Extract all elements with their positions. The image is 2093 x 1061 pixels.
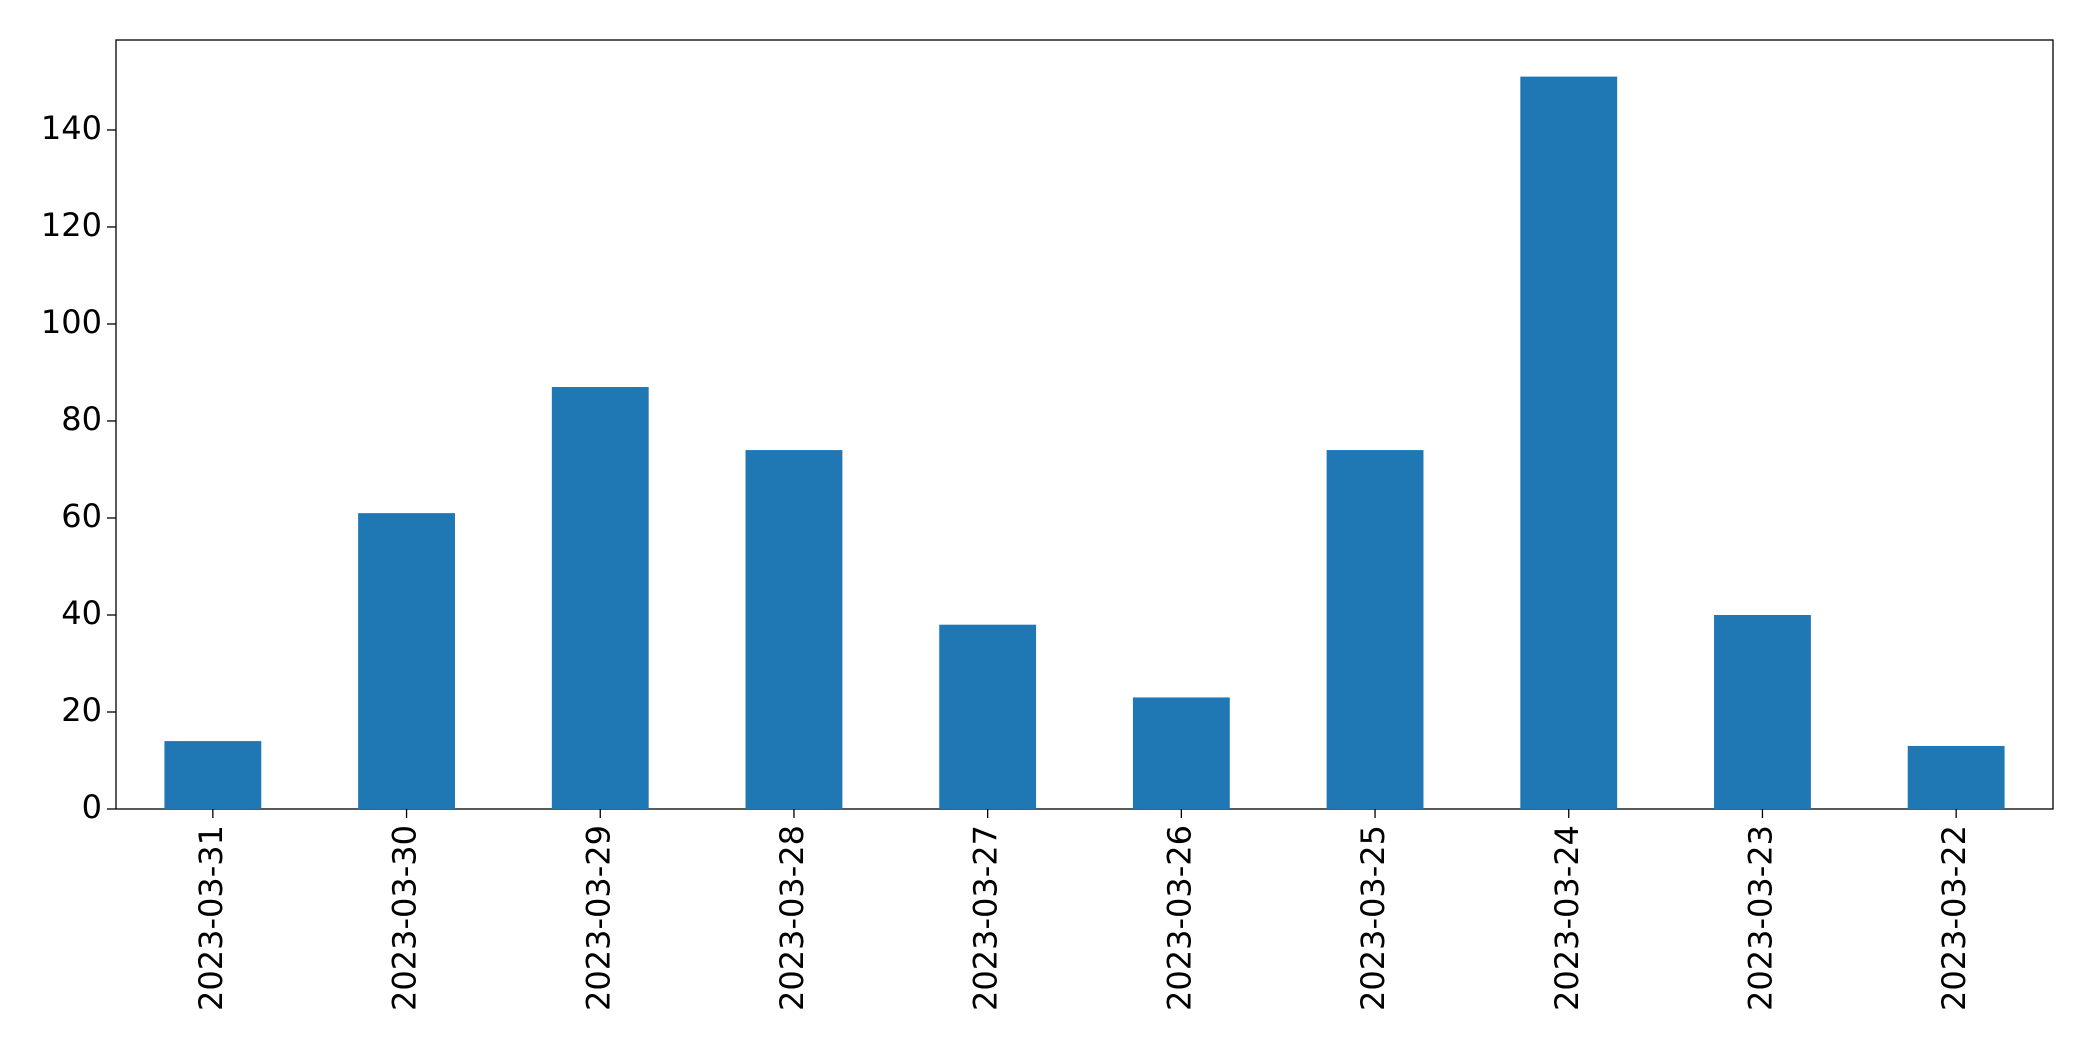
x-tick-label: 2023-03-22 [1935, 825, 1973, 1011]
bar [1907, 745, 2005, 809]
y-tick-label: 0 [82, 788, 102, 826]
bar [1520, 76, 1618, 810]
x-tick-label: 2023-03-24 [1548, 825, 1586, 1011]
y-tick-label: 100 [41, 303, 102, 341]
plot-frame [115, 39, 2054, 810]
x-tick-label: 2023-03-23 [1741, 825, 1779, 1011]
bar [1714, 614, 1811, 809]
bar [745, 450, 843, 809]
x-tick-label: 2023-03-26 [1160, 825, 1198, 1011]
x-tick-label: 2023-03-27 [967, 825, 1005, 1011]
x-tick-label: 2023-03-25 [1354, 825, 1392, 1011]
y-tick-label: 120 [41, 206, 102, 244]
bar [358, 513, 455, 809]
bar [1132, 697, 1230, 809]
y-tick-label: 40 [61, 594, 102, 632]
bar [939, 624, 1037, 809]
x-tick-label: 2023-03-30 [386, 825, 424, 1011]
y-tick-label: 140 [41, 109, 102, 147]
y-tick-label: 20 [61, 691, 102, 729]
x-tick-label: 2023-03-29 [579, 825, 617, 1011]
y-tick-label: 80 [61, 400, 102, 438]
bar [551, 387, 649, 809]
x-tick-label: 2023-03-28 [773, 825, 811, 1011]
y-tick-label: 60 [61, 497, 102, 535]
x-tick-label: 2023-03-31 [192, 825, 230, 1011]
bar [1326, 450, 1424, 809]
bar [164, 741, 262, 809]
